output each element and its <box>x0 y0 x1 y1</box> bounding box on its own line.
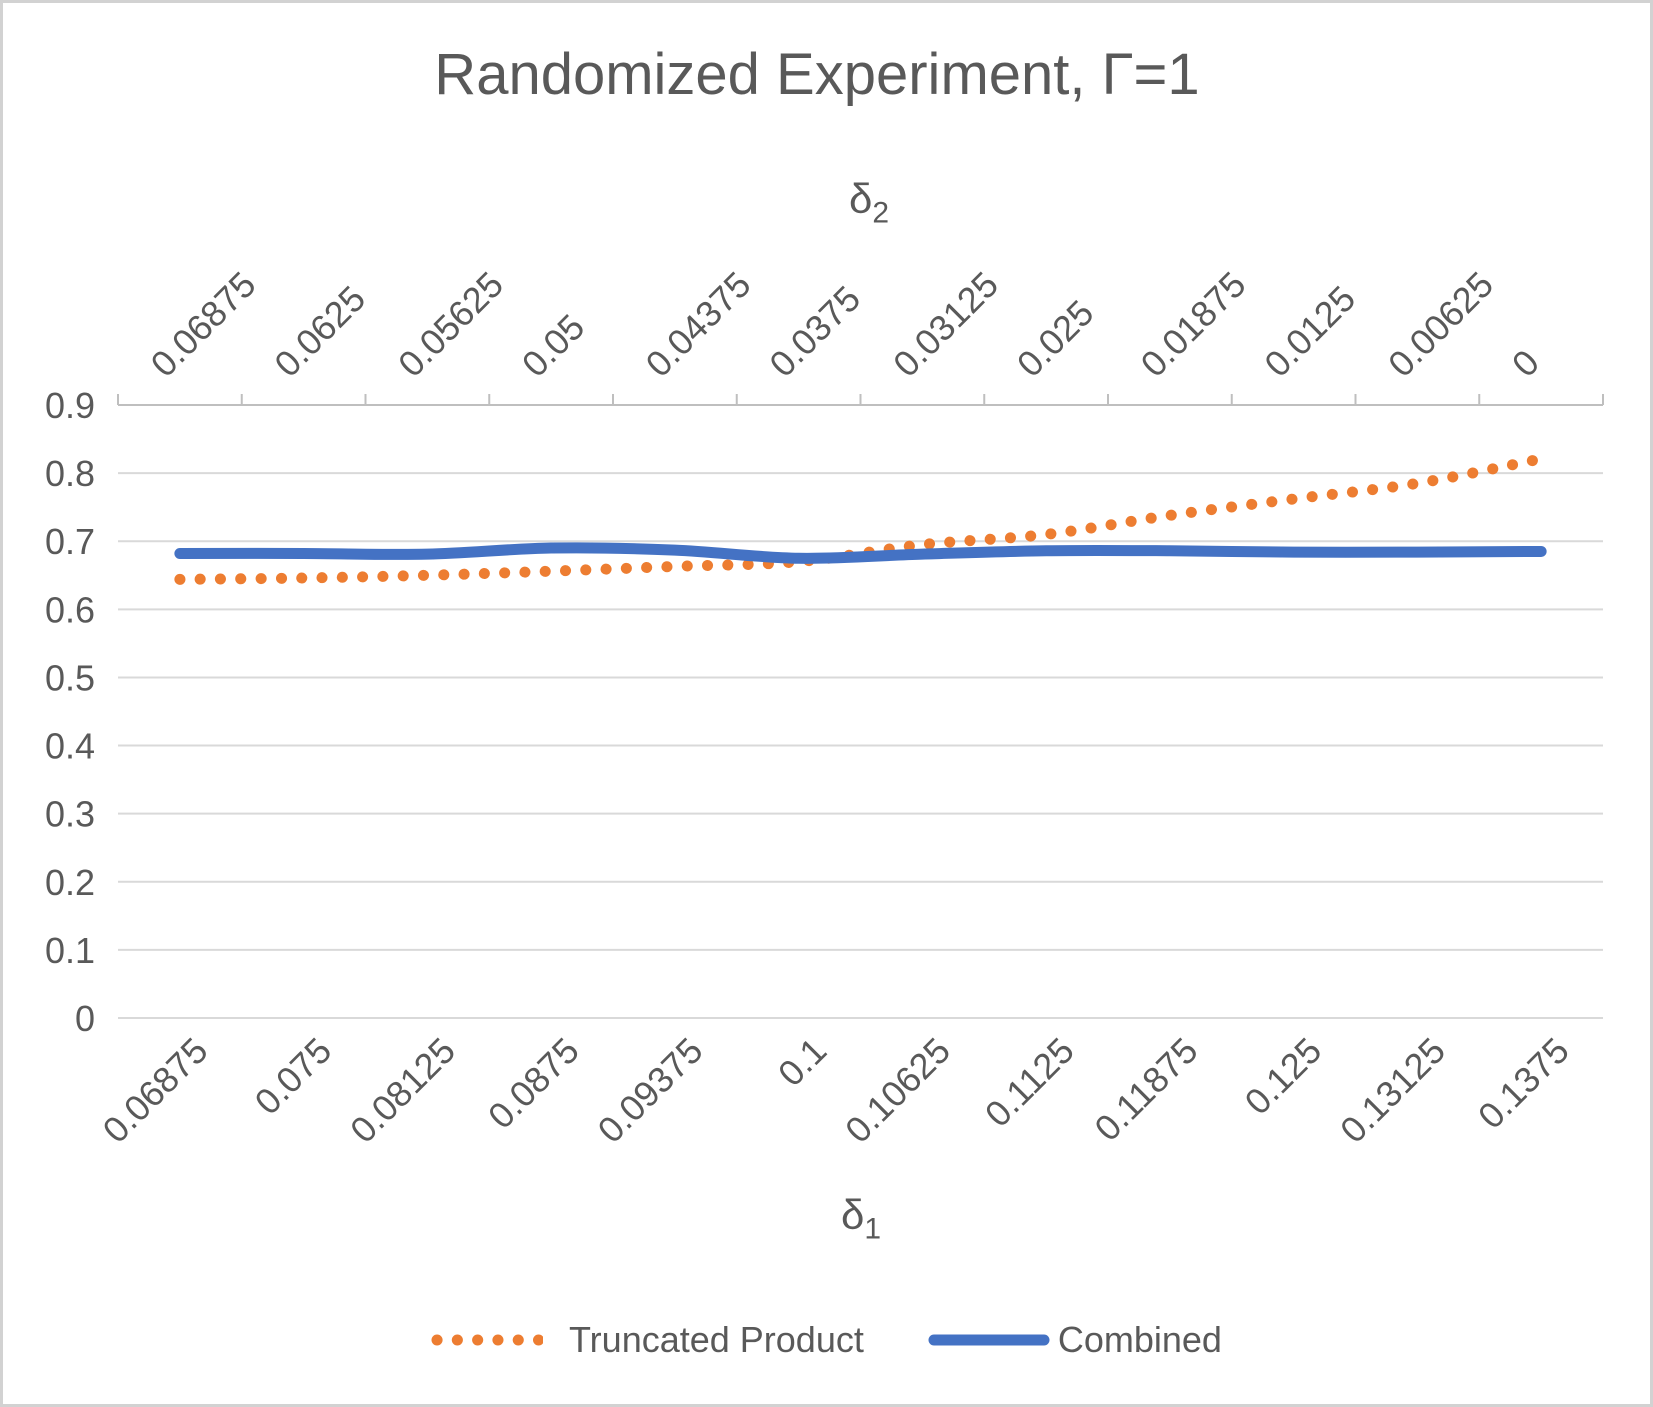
y-tick-label: 0.4 <box>45 726 95 767</box>
x2-tick-label: 0.05 <box>514 306 593 385</box>
x2-tick-label: 0.0375 <box>761 278 868 385</box>
series-truncated-product-line[interactable] <box>174 453 1547 585</box>
x2-tick-label: 0.06875 <box>143 264 264 385</box>
y-tick-label: 0.6 <box>45 589 95 630</box>
y-tick-label: 0.3 <box>45 794 95 835</box>
y-tick-label: 0.8 <box>45 453 95 494</box>
combined-solid-swatch-icon <box>928 1334 1050 1346</box>
x2-tick-label: 0 <box>1504 342 1547 385</box>
x2-tick-label: 0.00625 <box>1380 264 1501 385</box>
x2-axis-title-sub: 2 <box>872 196 890 230</box>
x2-tick-label: 0.0125 <box>1256 278 1363 385</box>
x1-tick-label: 0.075 <box>247 1030 340 1123</box>
x2-tick-label: 0.04375 <box>638 264 759 385</box>
legend-label-truncated-product: Truncated Product <box>569 1319 864 1360</box>
x1-tick-label: 0.09375 <box>590 1030 711 1151</box>
x1-tick-label: 0.06875 <box>95 1030 216 1151</box>
x1-tick-label: 0.1125 <box>977 1030 1082 1135</box>
x1-tick-label: 0.1 <box>770 1030 834 1094</box>
y-tick-label: 0.2 <box>45 862 95 903</box>
truncated-product-dotted-swatch-icon <box>431 1334 544 1346</box>
legend-label-combined: Combined <box>1057 1319 1222 1360</box>
series-combined-line[interactable] <box>174 542 1547 564</box>
y-tick-label: 0 <box>75 998 95 1039</box>
x1-tick-label: 0.08125 <box>342 1030 463 1151</box>
x1-axis-title-base: δ <box>840 1191 865 1238</box>
chart-title: Randomized Experiment, Γ=1 <box>434 42 1200 107</box>
legend-item-combined[interactable]: Combined <box>928 1319 1222 1361</box>
x1-tick-label: 0.10625 <box>837 1030 958 1151</box>
y-tick-label: 0.9 <box>45 385 95 426</box>
y-tick-label: 0.7 <box>45 521 95 562</box>
x2-axis-title: δ2 <box>848 175 889 228</box>
legend: Truncated Product Combined <box>3 1319 1650 1361</box>
x2-tick-label: 0.01875 <box>1133 264 1254 385</box>
x1-tick-label: 0.0875 <box>480 1030 587 1137</box>
x2-tick-label: 0.0625 <box>266 278 373 385</box>
x1-axis-title-sub: 1 <box>864 1212 882 1246</box>
x1-tick-label: 0.125 <box>1237 1030 1330 1123</box>
x2-tick-label: 0.05625 <box>390 264 511 385</box>
plot-area: 00.10.20.30.40.50.60.70.80.90.06875 0.062… <box>45 264 1604 1151</box>
x2-tick-label: 0.03125 <box>885 264 1006 385</box>
y-tick-label: 0.5 <box>45 657 95 698</box>
x1-axis-title: δ1 <box>840 1191 881 1244</box>
x2-tick-label: 0.025 <box>1009 292 1102 385</box>
x1-tick-label: 0.11875 <box>1086 1030 1205 1149</box>
legend-item-truncated-product[interactable]: Truncated Product <box>431 1319 864 1361</box>
y-tick-label: 0.1 <box>45 930 95 971</box>
x2-axis-title-base: δ <box>848 175 873 222</box>
x1-tick-label: 0.1375 <box>1470 1030 1577 1137</box>
x1-tick-label: 0.13125 <box>1332 1030 1453 1151</box>
